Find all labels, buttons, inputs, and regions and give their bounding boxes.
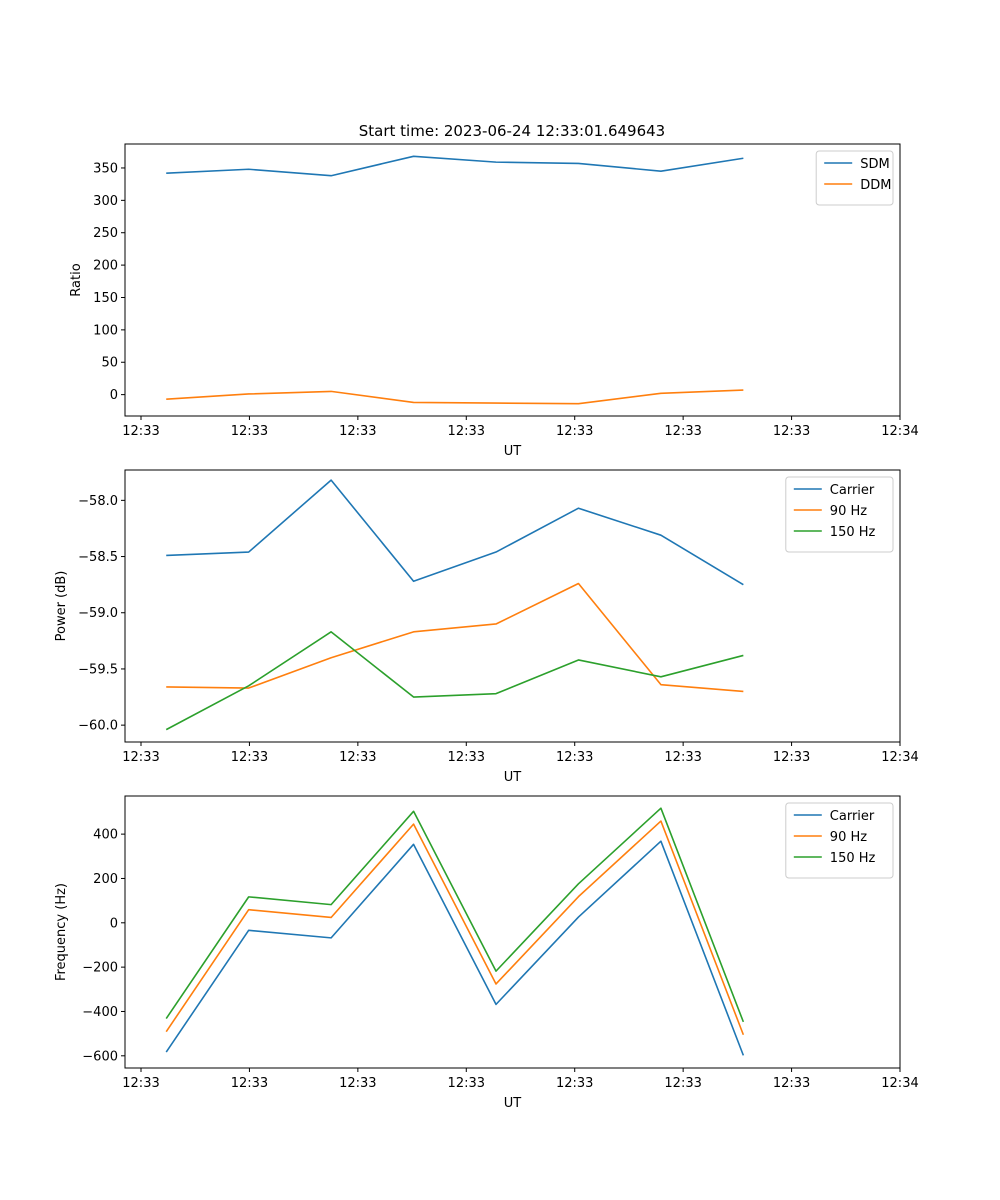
ratio-x-tick-label: 12:33 xyxy=(448,424,485,439)
frequency-x-tick-label: 12:33 xyxy=(339,1076,376,1091)
frequency-y-tick-label: 0 xyxy=(110,916,118,931)
frequency-chart: 12:33 12:33 12:33 12:33 12:33 12:33 12:33 12:34… xyxy=(54,795,919,1111)
frequency-150-hz-line xyxy=(165,807,745,1023)
ratio-y-axis-label: Ratio xyxy=(69,263,84,296)
ratio-x-tick-label: 12:34 xyxy=(881,424,918,439)
power-legend-label: 90 Hz xyxy=(830,504,867,519)
ratio-y-tick-label: 100 xyxy=(93,323,118,338)
frequency-y-tick-label: 400 xyxy=(93,828,118,843)
frequency-x-tick-label: 12:33 xyxy=(448,1076,485,1091)
power-y-tick-label: −59.5 xyxy=(78,662,118,677)
power-x-tick-label: 12:33 xyxy=(339,750,376,765)
ratio-y-tick-label: 0 xyxy=(110,388,118,403)
power-chart: 12:33 12:33 12:33 12:33 12:33 12:33 12:33 12:34… xyxy=(54,469,919,785)
frequency-90-hz-line xyxy=(165,820,745,1036)
ratio-sdm-line xyxy=(166,155,744,177)
power-x-tick-label: 12:33 xyxy=(231,750,268,765)
figure-title: Start time: 2023-06-24 12:33:01.649643 xyxy=(359,122,665,140)
frequency-x-tick-label: 12:33 xyxy=(664,1076,701,1091)
ratio-x-tick-label: 12:33 xyxy=(556,424,593,439)
power-y-tick-label: −58.5 xyxy=(78,550,118,565)
ratio-x-tick-label: 12:33 xyxy=(231,424,268,439)
power-axes-frame xyxy=(124,469,901,743)
frequency-legend-label: 150 Hz xyxy=(830,851,876,866)
power-x-tick-label: 12:33 xyxy=(773,750,810,765)
frequency-legend-label: 90 Hz xyxy=(830,830,867,845)
frequency-y-tick-label: 200 xyxy=(93,872,118,887)
ratio-y-tick-label: 300 xyxy=(93,194,118,209)
power-y-tick-label: −59.0 xyxy=(78,606,118,621)
power-x-tick-label: 12:34 xyxy=(881,750,918,765)
ratio-x-tick-label: 12:33 xyxy=(122,424,159,439)
power-legend-box xyxy=(785,476,894,553)
frequency-x-tick-label: 12:33 xyxy=(122,1076,159,1091)
power-x-tick-label: 12:33 xyxy=(556,750,593,765)
frequency-x-tick-label: 12:33 xyxy=(773,1076,810,1091)
ratio-x-tick-label: 12:33 xyxy=(773,424,810,439)
ratio-legend-label: SDM xyxy=(860,157,889,172)
frequency-x-axis-label: UT xyxy=(504,1096,522,1111)
ratio-chart: 12:33 12:33 12:33 12:33 12:33 12:33 12:33 12:34… xyxy=(69,143,919,459)
power-x-tick-label: 12:33 xyxy=(448,750,485,765)
power-carrier-line xyxy=(166,479,744,586)
ratio-x-tick-label: 12:33 xyxy=(339,424,376,439)
frequency-x-tick-label: 12:33 xyxy=(231,1076,268,1091)
power-y-axis-label: Power (dB) xyxy=(54,571,69,642)
power-legend-label: Carrier xyxy=(830,483,875,498)
ratio-ddm-line xyxy=(166,389,744,405)
frequency-legend-label: Carrier xyxy=(830,809,875,824)
power-y-tick-label: −58.0 xyxy=(78,494,118,509)
power-legend-label: 150 Hz xyxy=(830,525,876,540)
power-legend: Carrier 90 Hz 150 Hz xyxy=(785,476,894,553)
power-90-hz-line xyxy=(166,582,744,693)
ratio-legend: SDM DDM xyxy=(815,150,894,206)
frequency-legend: Carrier 90 Hz 150 Hz xyxy=(785,802,894,879)
ratio-y-tick-label: 150 xyxy=(93,291,118,306)
frequency-carrier-line xyxy=(165,840,745,1056)
frequency-y-tick-label: −400 xyxy=(82,1005,118,1020)
ratio-y-tick-label: 50 xyxy=(101,356,118,371)
power-x-tick-label: 12:33 xyxy=(664,750,701,765)
power-x-axis-label: UT xyxy=(504,770,522,785)
ratio-legend-box xyxy=(815,150,894,206)
ratio-x-axis-label: UT xyxy=(504,444,522,459)
frequency-y-axis-label: Frequency (Hz) xyxy=(54,883,69,981)
ratio-y-tick-label: 350 xyxy=(93,161,118,176)
frequency-y-tick-label: −200 xyxy=(82,961,118,976)
ratio-y-tick-label: 250 xyxy=(93,226,118,241)
frequency-x-tick-label: 12:33 xyxy=(556,1076,593,1091)
frequency-legend-box xyxy=(785,802,894,879)
frequency-axes-frame xyxy=(124,795,901,1069)
power-y-tick-label: −60.0 xyxy=(78,719,118,734)
frequency-x-tick-label: 12:34 xyxy=(881,1076,918,1091)
ratio-axes-frame xyxy=(124,143,901,417)
power-150-hz-line xyxy=(165,631,744,731)
ratio-legend-label: DDM xyxy=(860,178,891,193)
ratio-x-tick-label: 12:33 xyxy=(664,424,701,439)
ratio-y-tick-label: 200 xyxy=(93,259,118,274)
power-x-tick-label: 12:33 xyxy=(122,750,159,765)
frequency-y-tick-label: −600 xyxy=(82,1049,118,1064)
